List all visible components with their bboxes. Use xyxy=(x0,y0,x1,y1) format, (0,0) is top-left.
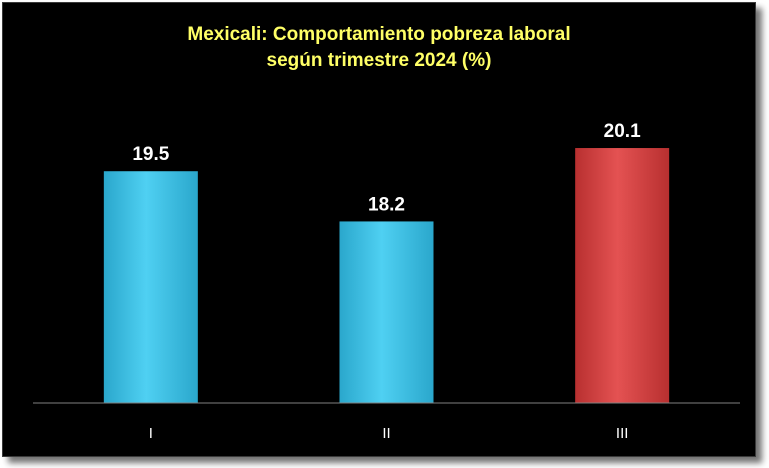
category-label-III: III xyxy=(616,425,629,442)
chart-title-line-2: según trimestre 2024 (%) xyxy=(266,50,492,71)
bar-I xyxy=(103,171,198,403)
category-label-II: II xyxy=(382,425,390,442)
bar-III xyxy=(575,148,670,403)
chart-title: Mexicali: Comportamiento pobreza laboral… xyxy=(3,22,755,74)
category-label-I: I xyxy=(149,425,153,442)
value-label-I: 19.5 xyxy=(132,144,169,165)
bar-II xyxy=(339,221,434,403)
chart-title-line-1: Mexicali: Comportamiento pobreza laboral xyxy=(187,24,571,45)
value-label-III: 20.1 xyxy=(604,121,641,142)
value-label-II: 18.2 xyxy=(368,194,405,215)
